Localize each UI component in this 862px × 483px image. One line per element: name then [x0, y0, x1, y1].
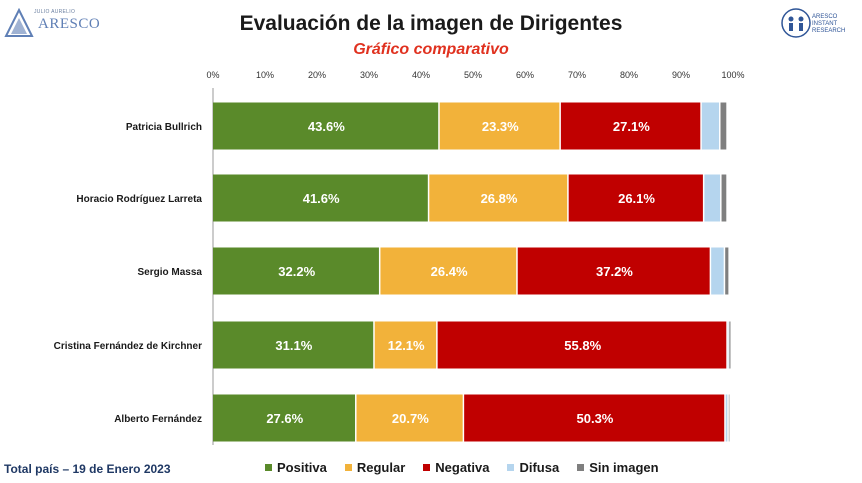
legend-swatch	[507, 464, 515, 471]
x-tick-label: 80%	[620, 70, 638, 80]
bar-segment-negativa	[560, 102, 701, 150]
x-tick-label: 50%	[464, 70, 482, 80]
aresco-instant-research-logo: ARESCO INSTANT RESEARCH	[780, 4, 848, 44]
aresco-triangle-icon	[4, 8, 34, 37]
logo-right-line-2: INSTANT	[812, 21, 838, 27]
x-tick-label: 70%	[568, 70, 586, 80]
bar-segment-positiva	[213, 102, 439, 150]
bar-segment-positiva	[213, 247, 379, 295]
legend-label: Sin imagen	[589, 460, 659, 475]
bar-segment-difusa	[701, 102, 720, 150]
bar-segment-regular	[356, 394, 463, 442]
legend-label: Difusa	[519, 460, 560, 475]
data-label: 26.1%	[618, 191, 655, 206]
bar-segment-difusa	[711, 247, 724, 295]
bar-segment-positiva	[213, 174, 428, 222]
legend-swatch	[344, 464, 352, 471]
legend-label: Positiva	[277, 460, 327, 475]
chart-legend: Positiva Regular Negativa Difusa Sin imagen	[265, 460, 659, 475]
bar-segment-negativa	[464, 394, 725, 442]
legend-item: Difusa	[507, 460, 559, 475]
legend-item: Regular	[344, 460, 406, 475]
bar-segment-negativa	[437, 321, 727, 369]
bar-segment-sin-imagen	[725, 247, 729, 295]
bar-segment-difusa	[704, 174, 721, 222]
x-tick-label: 90%	[672, 70, 690, 80]
bar-segment-regular	[439, 102, 560, 150]
bar-segment-sin-imagen	[720, 102, 727, 150]
x-tick-label: 0%	[206, 70, 219, 80]
x-tick-label: 20%	[308, 70, 326, 80]
data-label: 32.2%	[278, 264, 315, 279]
category-label: Patricia Bullrich	[126, 122, 202, 133]
research-emblem-icon	[781, 8, 811, 38]
legend-swatch	[577, 464, 585, 471]
category-label: Horacio Rodríguez Larreta	[76, 194, 202, 205]
x-tick-label: 60%	[516, 70, 534, 80]
data-label: 55.8%	[564, 338, 601, 353]
logo-tagline: JULIO AURELIO	[34, 9, 76, 15]
data-label: 26.4%	[431, 264, 468, 279]
data-label: 27.6%	[266, 411, 303, 426]
bar-segment-regular	[380, 247, 517, 295]
legend-item: Negativa	[423, 460, 489, 475]
data-label: 20.7%	[392, 411, 429, 426]
legend-item: Sin imagen	[577, 460, 659, 475]
data-label: 31.1%	[275, 338, 312, 353]
legend-label: Regular	[356, 460, 406, 475]
bar-segment-sin-imagen	[729, 321, 731, 369]
data-label: 37.2%	[596, 264, 633, 279]
legend-item: Positiva	[265, 460, 327, 475]
logo-right-line-1: ARESCO	[812, 14, 838, 20]
x-tick-label: 40%	[412, 70, 430, 80]
page-title: Evaluación de la imagen de Dirigentes	[239, 12, 623, 35]
legend-swatch	[423, 464, 431, 471]
x-tick-label: 100%	[721, 70, 744, 80]
aresco-logo: JULIO AURELIO ARESCO	[4, 6, 100, 42]
data-label: 41.6%	[303, 191, 340, 206]
bar-segment-positiva	[213, 394, 356, 442]
legend-swatch	[265, 464, 272, 471]
data-label: 23.3%	[482, 119, 519, 134]
category-label: Cristina Fernández de Kirchner	[54, 341, 202, 352]
data-label: 26.8%	[481, 191, 518, 206]
x-tick-label: 30%	[360, 70, 378, 80]
bar-segment-positiva	[213, 321, 374, 369]
x-tick-label: 10%	[256, 70, 274, 80]
bar-segment-regular	[429, 174, 568, 222]
bar-segment-negativa	[568, 174, 703, 222]
bar-segment-sin-imagen	[728, 394, 730, 442]
data-label: 50.3%	[577, 411, 614, 426]
page-subtitle: Gráfico comparativo	[353, 41, 509, 58]
bar-segment-difusa	[727, 321, 729, 369]
data-label: 43.6%	[308, 119, 345, 134]
category-label: Alberto Fernández	[114, 414, 202, 425]
footer-note: Total país – 19 de Enero 2023	[4, 462, 171, 476]
bar-segment-negativa	[517, 247, 710, 295]
data-label: 27.1%	[613, 119, 650, 134]
data-label: 12.1%	[388, 338, 425, 353]
legend-label: Negativa	[435, 460, 490, 475]
logo-brand: ARESCO	[38, 16, 101, 32]
bar-segment-difusa	[725, 394, 728, 442]
bar-segment-sin-imagen	[721, 174, 727, 222]
bar-segment-regular	[374, 321, 437, 369]
category-label: Sergio Massa	[138, 267, 203, 278]
logo-right-line-3: RESEARCH	[812, 28, 846, 34]
